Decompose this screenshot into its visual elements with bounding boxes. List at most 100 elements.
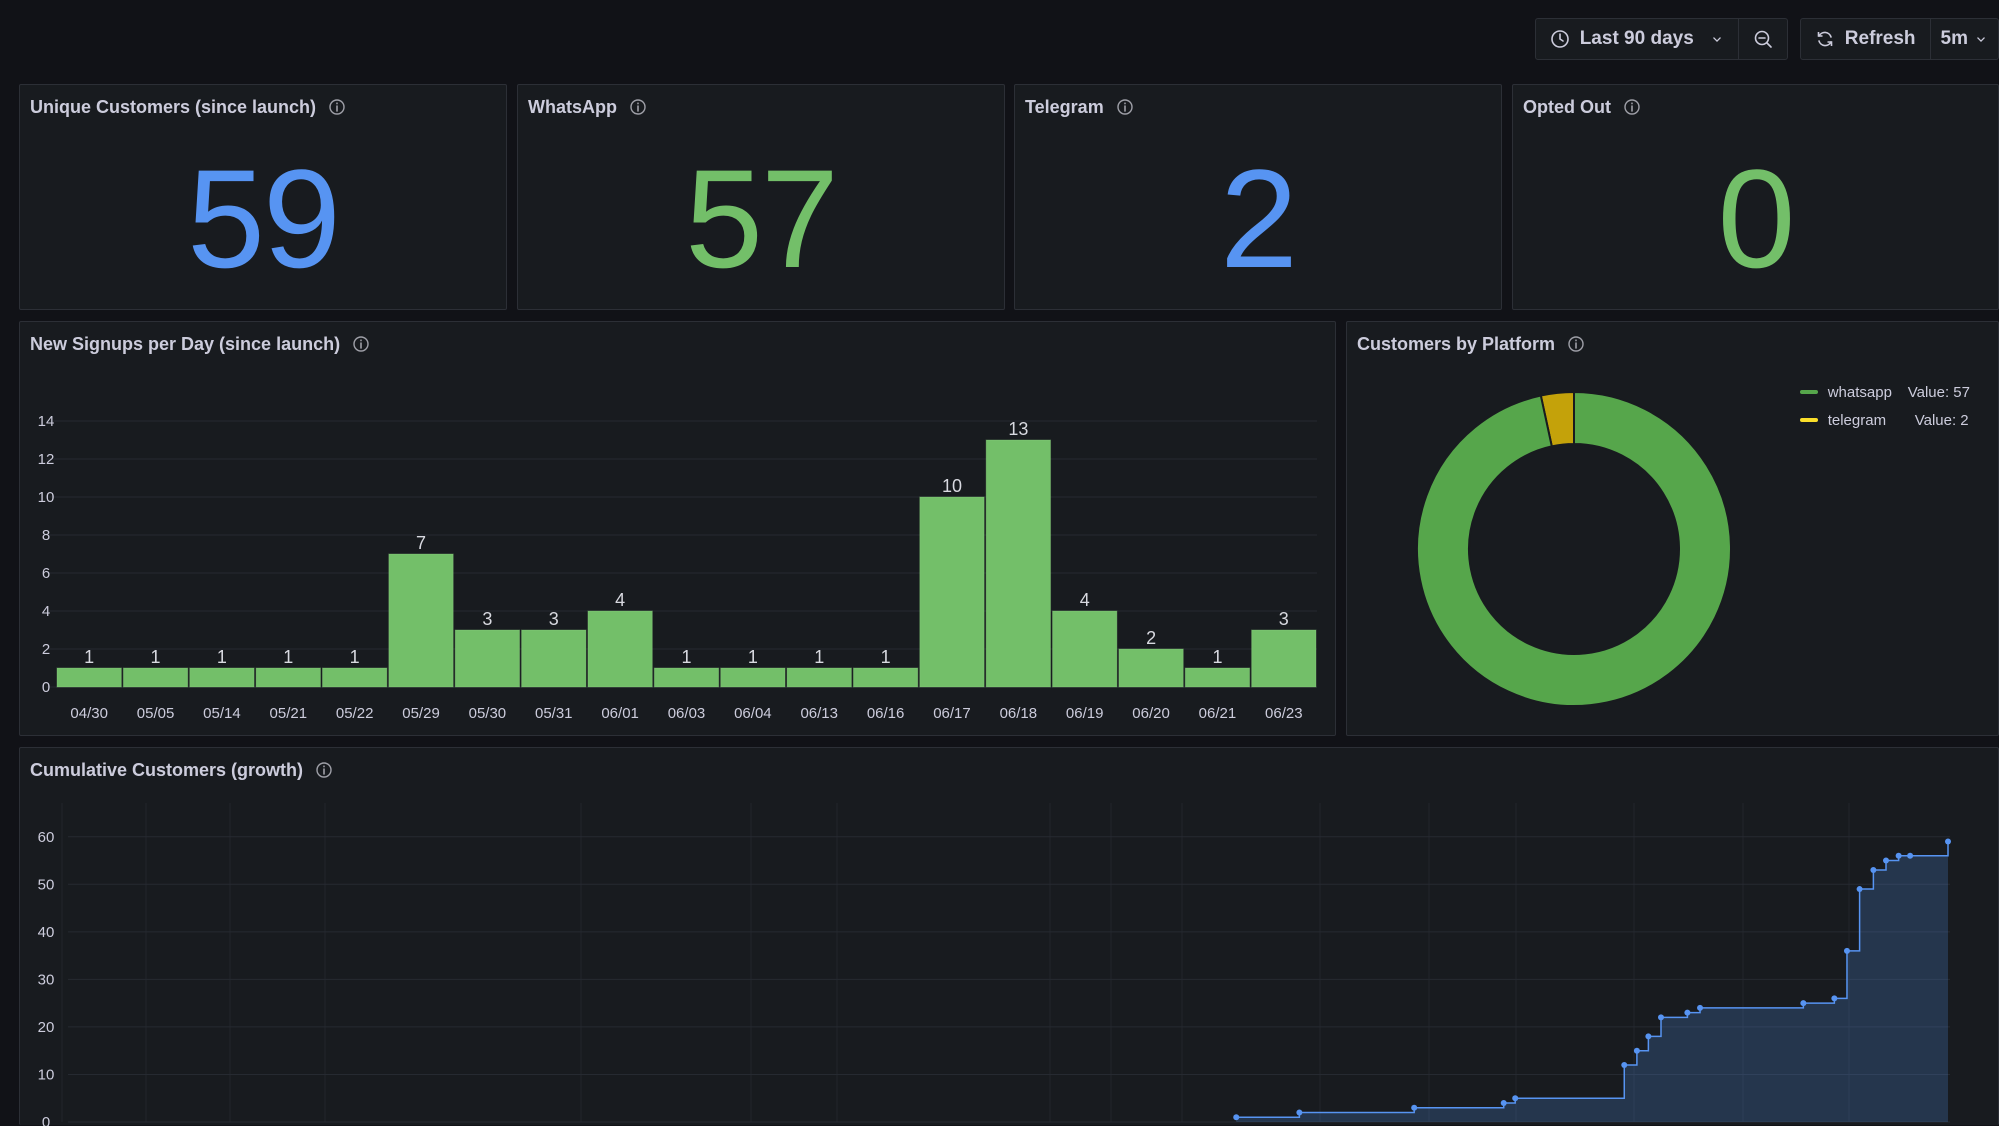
data-point [1411,1104,1418,1111]
data-point [1500,1099,1507,1106]
data-point [1633,1047,1640,1054]
time-range-group: Last 90 days [1534,18,1788,60]
refresh-interval-label: 5m [1940,28,1968,49]
x-tick-label: 05/31 [535,705,573,722]
cumulative-area-chart: 0 10 20 30 40 50 60 [38,803,1951,1126]
legend-value: Value: 2 [1914,411,1969,429]
bar [1184,667,1251,688]
bar-value-label: 13 [1008,419,1028,439]
bar [1118,648,1184,688]
panel-header: WhatsApp [528,95,647,119]
bar-value-label: 1 [748,647,758,667]
panel-header: Telegram [1025,95,1134,119]
stat-panel-unique-customers[interactable]: Unique Customers (since launch) 59 [19,84,507,310]
info-icon[interactable] [352,335,370,353]
bar [1052,610,1118,688]
pie-slice-whatsapp [1416,390,1732,707]
legend-item-telegram[interactable]: telegram Value: 2 [1799,406,1970,434]
legend-label: telegram [1827,411,1887,429]
x-tick-label: 05/21 [270,705,308,722]
bar [720,667,786,688]
y-tick-label: 10 [38,1066,55,1083]
info-icon[interactable] [629,98,647,116]
signups-panel[interactable]: New Signups per Day (since launch) 0 2 4 6 8… [19,321,1336,736]
panel-header: Opted Out [1523,95,1641,119]
stat-panel-opted-out[interactable]: Opted Out 0 [1512,84,1999,310]
x-tick-label: 05/30 [469,705,507,722]
bar-value-label: 1 [681,647,691,667]
info-icon[interactable] [1567,335,1585,353]
bar [1251,629,1317,688]
y-tick-label: 30 [38,971,55,988]
x-tick-label: 06/03 [668,705,706,722]
y-tick-label: 10 [38,489,55,506]
stat-value: 57 [685,140,839,297]
panel-title: New Signups per Day (since launch) [30,333,341,354]
x-tick-label: 05/05 [137,705,175,722]
zoom-out-button[interactable] [1737,19,1787,59]
info-icon[interactable] [1116,98,1134,116]
bar [321,667,388,688]
refresh-interval-picker[interactable]: 5m [1929,19,1998,59]
stat-value: 59 [187,140,341,297]
x-tick-label: 06/21 [1199,705,1237,722]
bar [189,667,255,688]
panel-title: Customers by Platform [1357,333,1556,354]
bar-value-label: 10 [942,476,962,496]
bar-value-label: 1 [84,647,94,667]
cumulative-panel[interactable]: Cumulative Customers (growth) 0 10 20 30 40 5… [19,747,1999,1126]
stat-panel-whatsapp[interactable]: WhatsApp 57 [517,84,1005,310]
bar-value-label: 2 [1146,628,1156,648]
info-icon[interactable] [1623,98,1641,116]
data-point [1697,1004,1704,1011]
x-tick-label: 06/19 [1066,705,1104,722]
y-tick-label: 8 [42,527,50,544]
y-tick-label: 12 [38,451,55,468]
stat-panel-telegram[interactable]: Telegram 2 [1014,84,1502,310]
zoom-out-icon [1754,30,1772,48]
data-point [1831,995,1838,1002]
bar-value-label: 1 [1212,647,1222,667]
legend-item-whatsapp[interactable]: whatsapp Value: 57 [1799,378,1970,406]
info-icon[interactable] [328,98,346,116]
bar-value-label: 1 [151,647,161,667]
data-point [1800,1000,1807,1007]
bar [919,496,985,688]
y-tick-label: 4 [42,603,50,620]
x-tick-label: 06/01 [601,705,639,722]
refresh-button[interactable]: Refresh [1801,19,1930,59]
data-point [1883,857,1890,864]
bar [852,667,919,688]
time-range-picker[interactable]: Last 90 days [1536,19,1738,59]
y-tick-label: 20 [38,1019,55,1036]
panel-title: WhatsApp [528,96,617,117]
data-point [1856,886,1863,893]
info-icon[interactable] [315,761,333,779]
bar-value-label: 1 [814,647,824,667]
bar-value-label: 1 [881,647,891,667]
platform-panel[interactable]: Customers by Platform whatsapp Value: 57… [1346,321,1999,736]
bar-value-label: 4 [615,590,625,610]
time-range-label: Last 90 days [1579,28,1694,49]
x-tick-label: 06/20 [1132,705,1170,722]
legend-label: whatsapp [1827,383,1892,401]
bar-value-label: 3 [1279,609,1289,629]
y-tick-label: 40 [38,924,55,941]
x-tick-label: 05/29 [402,705,440,722]
legend-swatch [1799,418,1818,422]
y-tick-label: 0 [42,1114,50,1126]
bar [985,439,1052,688]
stat-value: 0 [1717,140,1796,297]
data-point [1658,1014,1664,1021]
x-tick-label: 06/23 [1265,705,1303,722]
bar [653,667,720,688]
data-point [1843,947,1850,954]
bar [786,667,852,688]
y-tick-label: 60 [38,829,55,846]
data-point [1870,867,1877,874]
chevron-down-icon [1712,37,1721,42]
data-point [1233,1114,1240,1121]
y-tick-label: 6 [42,565,50,582]
chart-legend: whatsapp Value: 57 telegram Value: 2 [1799,378,1970,434]
data-point [1895,852,1902,859]
